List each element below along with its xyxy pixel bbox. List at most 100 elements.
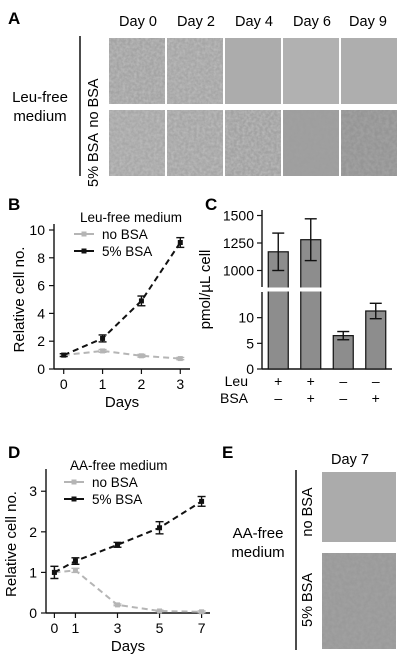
leu-free-label-line2: medium (13, 108, 66, 125)
day-label-2: Day 2 (177, 14, 215, 30)
data-point (157, 525, 163, 531)
legend-label: no BSA (92, 475, 138, 490)
data-point (199, 498, 205, 504)
bar (332, 335, 354, 370)
series-line (54, 569, 202, 613)
x-axis-label: Days (105, 394, 139, 411)
bar (365, 310, 387, 370)
y-tick-label: 0 (29, 605, 37, 621)
panel-b-letter: B (8, 195, 20, 214)
day-label-9: Day 9 (349, 14, 387, 30)
data-point (72, 558, 78, 564)
leu-sign: + (274, 373, 282, 389)
legend-marker (71, 479, 77, 485)
y-tick-label: 6 (37, 278, 45, 294)
leu-sign: – (339, 373, 347, 389)
data-point (61, 352, 67, 358)
y-axis-label: pmol/µL cell (197, 250, 214, 330)
day-label-4: Day 4 (235, 14, 273, 30)
x-tick-label: 3 (176, 376, 184, 392)
bsa-sign: + (372, 390, 380, 406)
row-label-5pct-bsa: 5% BSA (86, 133, 102, 187)
panel-c-letter: C (205, 195, 217, 214)
row-label-no-bsa: no BSA (86, 78, 102, 127)
legend-marker (71, 496, 77, 502)
panel-e-letter: E (222, 443, 233, 462)
y-tick-label: 0 (246, 361, 254, 377)
micrograph-no-bsa-day6 (283, 38, 339, 104)
micrograph-texture (109, 110, 165, 176)
x-tick-label: 3 (114, 620, 122, 636)
micrograph-texture (283, 110, 339, 176)
y-tick-label: 10 (238, 310, 254, 326)
leu-sign: + (307, 373, 315, 389)
x-axis-label: Days (111, 638, 145, 655)
micrograph-aa-free-no-bsa (322, 472, 396, 542)
x-tick-label: 1 (72, 620, 80, 636)
y-tick-label: 5 (246, 335, 254, 351)
aa-free-label-line2: medium (231, 544, 284, 561)
micrograph-texture (167, 38, 223, 104)
bsa-sign: – (339, 390, 347, 406)
chart-b: 0 2 4 6 8 10 0 1 2 3 Days Relative cell no. Leu-free… (11, 210, 190, 411)
micrograph-texture (109, 38, 165, 104)
x-tick-label: 2 (138, 376, 146, 392)
data-point (114, 542, 120, 548)
row-label-leu: Leu (225, 373, 248, 389)
y-tick-label: 1250 (223, 235, 254, 251)
panel-a: A Day 0 Day 2 Day 4 Day 6 Day 9 Leu-free… (8, 9, 397, 187)
micrograph-texture (225, 110, 281, 176)
micrograph-grid-no-bsa (109, 38, 397, 104)
data-point (51, 569, 57, 575)
micrograph-texture (341, 110, 397, 176)
series-line (53, 500, 203, 574)
day-label-6: Day 6 (293, 14, 331, 30)
micrograph-grid-5pct-bsa (109, 110, 397, 176)
micrograph-no-bsa-day9 (341, 38, 397, 104)
leu-free-label-line1: Leu-free (12, 89, 68, 106)
micrograph-texture (167, 110, 223, 176)
day7-label: Day 7 (331, 452, 369, 468)
data-point (114, 602, 120, 608)
micrograph-texture (322, 553, 396, 649)
micrograph-no-bsa-day4 (225, 38, 281, 104)
panel-d-letter: D (8, 443, 20, 462)
bsa-sign: + (307, 390, 315, 406)
y-tick-label: 0 (37, 361, 45, 377)
row-label-no-bsa: no BSA (300, 487, 316, 536)
legend-marker (81, 248, 87, 254)
y-tick-label: 1500 (223, 208, 254, 224)
legend-label: no BSA (102, 227, 148, 242)
day-label-0: Day 0 (119, 14, 157, 30)
y-tick-label: 10 (29, 222, 45, 238)
legend-marker (81, 231, 87, 237)
data-point (72, 567, 78, 573)
series-line (63, 241, 182, 357)
data-point (177, 240, 183, 246)
axis-break-gap (256, 287, 394, 292)
bsa-sign: – (274, 390, 282, 406)
row-label-bsa: BSA (220, 390, 249, 406)
panel-e: E Day 7 AA-free medium no BSA 5% BSA (222, 443, 396, 650)
series-line (63, 349, 181, 360)
y-tick-label: 1000 (223, 263, 254, 279)
y-tick-label: 4 (37, 305, 45, 321)
panel-a-letter: A (8, 9, 20, 28)
y-axis-label: Relative cell no. (3, 491, 20, 597)
data-point (157, 608, 163, 614)
data-point (138, 298, 144, 304)
legend-title: Leu-free medium (80, 210, 182, 225)
legend-label: 5% BSA (92, 492, 142, 507)
row-label-5pct-bsa: 5% BSA (300, 573, 316, 627)
x-tick-label: 1 (99, 376, 107, 392)
x-tick-label: 5 (156, 620, 164, 636)
legend-label: 5% BSA (102, 244, 152, 259)
data-point (100, 348, 106, 354)
y-tick-label: 1 (29, 564, 37, 580)
data-point (138, 353, 144, 359)
x-tick-label: 0 (60, 376, 68, 392)
y-axis-label: Relative cell no. (11, 247, 28, 353)
data-point (100, 335, 106, 341)
